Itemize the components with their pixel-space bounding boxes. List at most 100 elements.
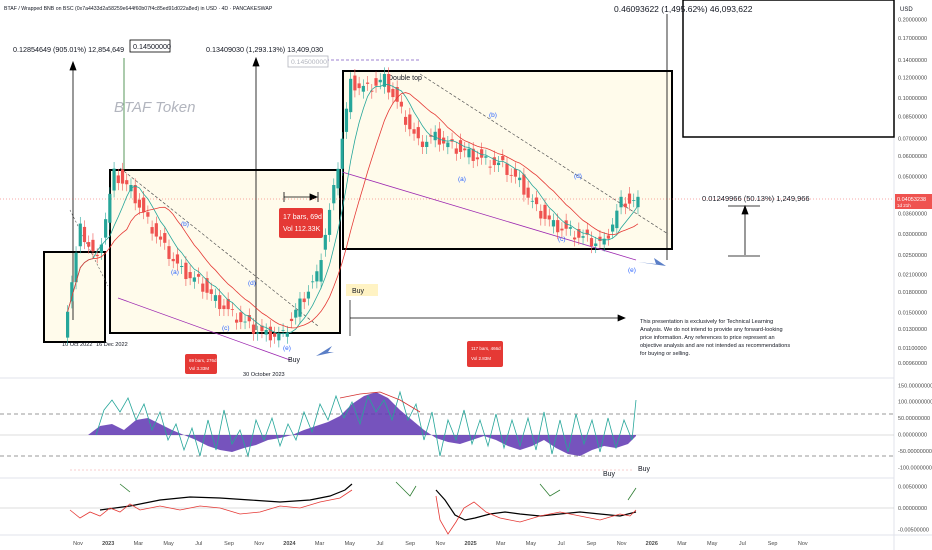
candle-body xyxy=(281,329,285,331)
trendline-down-1 xyxy=(119,167,319,327)
measure-arrow-1 xyxy=(69,60,77,320)
candle-body xyxy=(496,162,501,166)
candle-body xyxy=(611,224,615,232)
candle-body xyxy=(239,312,243,323)
candle-body xyxy=(391,88,395,98)
osc2-black-line xyxy=(99,483,637,521)
wave-label-e2: (e) xyxy=(628,267,636,274)
candle-body xyxy=(606,235,610,239)
disclaimer-line-4: objective analysis and are not intended … xyxy=(640,343,790,349)
time-tick-4: Jul xyxy=(195,541,202,547)
date-label-1: 10 Oct 2022 xyxy=(62,342,92,348)
price-tick-10: 0.03600000 xyxy=(898,212,927,218)
candle-body xyxy=(492,157,496,166)
osc-histogram xyxy=(88,392,636,456)
candle-body xyxy=(534,197,539,205)
candle-body xyxy=(108,193,112,223)
osc2-tick-2: -0.00500000 xyxy=(898,528,929,534)
candle-body xyxy=(425,141,429,148)
candle-body xyxy=(340,138,344,169)
price-box-1-label: 0.14500000 xyxy=(133,42,171,51)
box-range-3 xyxy=(342,70,673,250)
time-tick-10: Jul xyxy=(376,541,383,547)
candle-body xyxy=(522,174,526,195)
bars-box-2-line2: Vol 3.33M xyxy=(189,366,209,371)
candle-body xyxy=(568,227,572,229)
pointer-arrow-2 xyxy=(638,258,666,266)
wave-label-b2: (b) xyxy=(489,112,497,119)
time-tick-6: Nov xyxy=(254,541,264,547)
candle-body xyxy=(260,325,264,332)
candle-body xyxy=(530,200,534,202)
date-label-2: 16 Dec 2022 xyxy=(96,342,128,348)
candle-body xyxy=(171,258,175,262)
time-tick-9: May xyxy=(345,541,356,547)
candle-body xyxy=(602,238,606,245)
osc-line-1 xyxy=(95,390,637,458)
price-tick-12: 0.02500000 xyxy=(898,253,927,259)
ma-slow xyxy=(67,92,639,329)
candle-body xyxy=(146,212,150,217)
candle-body xyxy=(370,90,374,92)
trendline-purple-2 xyxy=(341,171,637,261)
price-tick-16: 0.01300000 xyxy=(898,327,927,333)
price-tick-11: 0.03000000 xyxy=(898,232,927,238)
price-tick-8: 0.05000000 xyxy=(898,174,927,180)
candle-body xyxy=(408,114,412,130)
candle-body xyxy=(142,197,146,213)
candle-body xyxy=(484,156,488,158)
measure-label-4: 0.01249966 (50.13%) 1,249,966 xyxy=(702,194,810,203)
candle-body xyxy=(404,116,408,125)
candle-body xyxy=(437,128,441,145)
chart-title: BTAF / Wrapped BNB on BSC (0x7a4433d2a58… xyxy=(4,6,273,12)
candle-body xyxy=(505,163,509,175)
candle-body xyxy=(387,73,391,93)
candle-body xyxy=(556,220,560,233)
price-tick-17: 0.01100000 xyxy=(898,346,927,352)
candle-body xyxy=(218,295,222,310)
wave-label-d2: (d) xyxy=(574,173,582,180)
buy-label-2: Buy xyxy=(288,357,301,364)
candle-body xyxy=(480,149,484,158)
candle-body xyxy=(205,278,209,293)
candle-body xyxy=(247,315,251,322)
candle-body xyxy=(70,282,74,302)
candle-body xyxy=(589,238,594,247)
candle-body xyxy=(446,142,450,148)
candle-body xyxy=(395,87,399,102)
candle-body xyxy=(513,168,518,177)
price-tick-13: 0.02100000 xyxy=(898,273,927,279)
osc-tick-2: 50.00000000 xyxy=(898,416,930,422)
candles xyxy=(66,67,640,348)
osc2-red-line xyxy=(69,489,637,535)
price-tick-14: 0.01800000 xyxy=(898,290,927,296)
candle-body xyxy=(95,254,99,257)
osc-tick-5: -100.00000000 xyxy=(898,465,932,471)
candle-body xyxy=(116,175,120,184)
candle-body xyxy=(298,298,302,317)
buy-label-4: Buy xyxy=(603,471,616,478)
candle-body xyxy=(175,254,180,264)
candle-body xyxy=(230,309,234,310)
osc-axis-ticks: 150.00000000 100.00000000 50.00000000 0.000… xyxy=(898,383,932,471)
candle-body xyxy=(399,101,403,107)
candle-body xyxy=(66,311,70,338)
candle-body xyxy=(594,243,598,247)
candle-body xyxy=(158,236,163,240)
measure-arrow-2 xyxy=(252,56,260,330)
candle-body xyxy=(336,168,340,189)
candle-body xyxy=(560,228,564,231)
candle-body xyxy=(154,223,158,237)
price-tick-3: 0.12000000 xyxy=(898,75,927,81)
time-tick-16: Jul xyxy=(558,541,565,547)
candle-body xyxy=(82,226,87,243)
wave-label-a1: (a) xyxy=(171,269,179,276)
candle-body xyxy=(163,233,167,243)
candle-body xyxy=(319,260,323,282)
candle-body xyxy=(302,298,306,303)
candle-body xyxy=(323,234,327,250)
price-box-1 xyxy=(129,39,171,53)
candle-body xyxy=(619,196,623,208)
candle-body xyxy=(353,75,357,91)
